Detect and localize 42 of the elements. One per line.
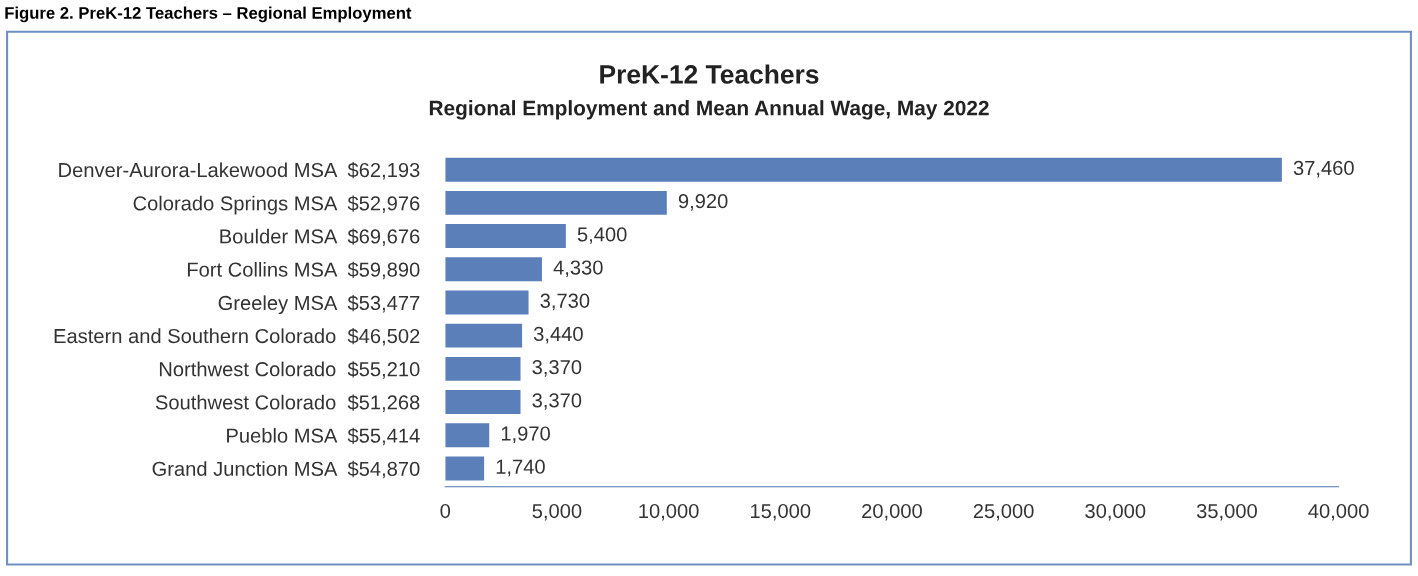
data-label: 3,440 bbox=[533, 326, 583, 344]
y-tick-label: Boulder MSA $69,676 bbox=[220, 228, 420, 246]
chart-title: PreK-12 Teachers bbox=[600, 64, 819, 84]
y-tick-label: Pueblo MSA $55,414 bbox=[227, 427, 420, 446]
x-tick-label: 10,000 bbox=[639, 503, 699, 521]
y-tick-label: Southwest Colorado $51,268 bbox=[155, 394, 420, 412]
x-tick-label: 30,000 bbox=[1085, 503, 1146, 521]
data-label: 3,730 bbox=[540, 293, 590, 311]
bar bbox=[445, 423, 490, 448]
bar bbox=[445, 190, 667, 215]
y-tick-label: Eastern and Southern Colorado $46,502 bbox=[54, 328, 420, 346]
bar bbox=[445, 323, 523, 348]
data-label: 3,370 bbox=[532, 360, 582, 377]
x-tick-label: 25,000 bbox=[973, 503, 1034, 521]
y-tick-label: Northwest Colorado $55,210 bbox=[159, 361, 420, 379]
x-tick-label: 0 bbox=[440, 503, 451, 519]
x-tick-label: 40,000 bbox=[1308, 503, 1369, 521]
y-tick-label: Grand Junction MSA $54,870 bbox=[152, 460, 420, 479]
chart-subtitle: Regional Employment and Mean Annual Wage, May 2022 bbox=[429, 100, 989, 120]
x-tick-label: 15,000 bbox=[750, 503, 811, 521]
bar bbox=[445, 257, 542, 282]
data-label: 9,920 bbox=[678, 194, 728, 211]
bar bbox=[445, 456, 485, 481]
caption: Figure 2. PreK-12 Teachers – Regional Employment bbox=[5, 6, 412, 23]
x-tick-label: 5,000 bbox=[532, 503, 582, 521]
y-tick-label: Fort Collins MSA $59,890 bbox=[187, 261, 420, 280]
data-label: 37,460 bbox=[1293, 160, 1354, 178]
y-tick-label: Greeley MSA $53,477 bbox=[218, 295, 420, 315]
data-label: 1,740 bbox=[496, 459, 545, 477]
bar bbox=[445, 390, 521, 415]
bar bbox=[445, 224, 566, 249]
x-tick-label: 35,000 bbox=[1196, 503, 1257, 521]
y-tick-label: Colorado Springs MSA $52,976 bbox=[133, 195, 420, 215]
bar bbox=[445, 157, 1282, 182]
data-label: 1,970 bbox=[501, 426, 550, 444]
bar bbox=[445, 356, 521, 381]
y-tick-label: Denver-Aurora-Lakewood MSA $62,193 bbox=[59, 162, 420, 180]
bar bbox=[445, 290, 529, 315]
data-label: 5,400 bbox=[577, 227, 627, 244]
data-label: 4,330 bbox=[553, 260, 603, 278]
data-label: 3,370 bbox=[532, 393, 582, 410]
x-tick-label: 20,000 bbox=[862, 503, 922, 521]
